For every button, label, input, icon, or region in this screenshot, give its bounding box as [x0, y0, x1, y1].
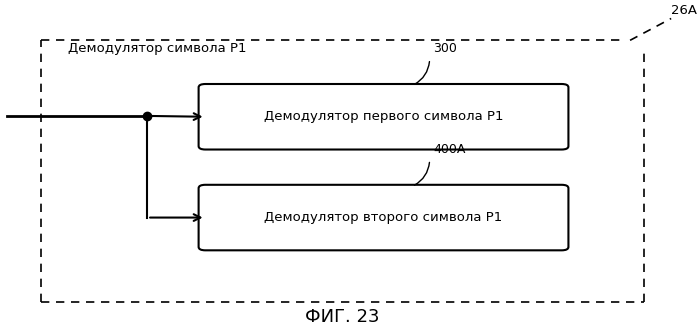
Text: 300: 300: [433, 42, 457, 55]
Text: 26А: 26А: [671, 4, 697, 17]
Text: 400А: 400А: [433, 143, 466, 156]
FancyBboxPatch shape: [199, 185, 568, 250]
FancyBboxPatch shape: [199, 84, 568, 150]
Text: ФИГ. 23: ФИГ. 23: [305, 308, 379, 326]
Text: Демодулятор второго символа Р1: Демодулятор второго символа Р1: [265, 211, 503, 224]
Text: Демодулятор символа Р1: Демодулятор символа Р1: [69, 42, 247, 55]
Text: Демодулятор первого символа Р1: Демодулятор первого символа Р1: [264, 110, 503, 123]
